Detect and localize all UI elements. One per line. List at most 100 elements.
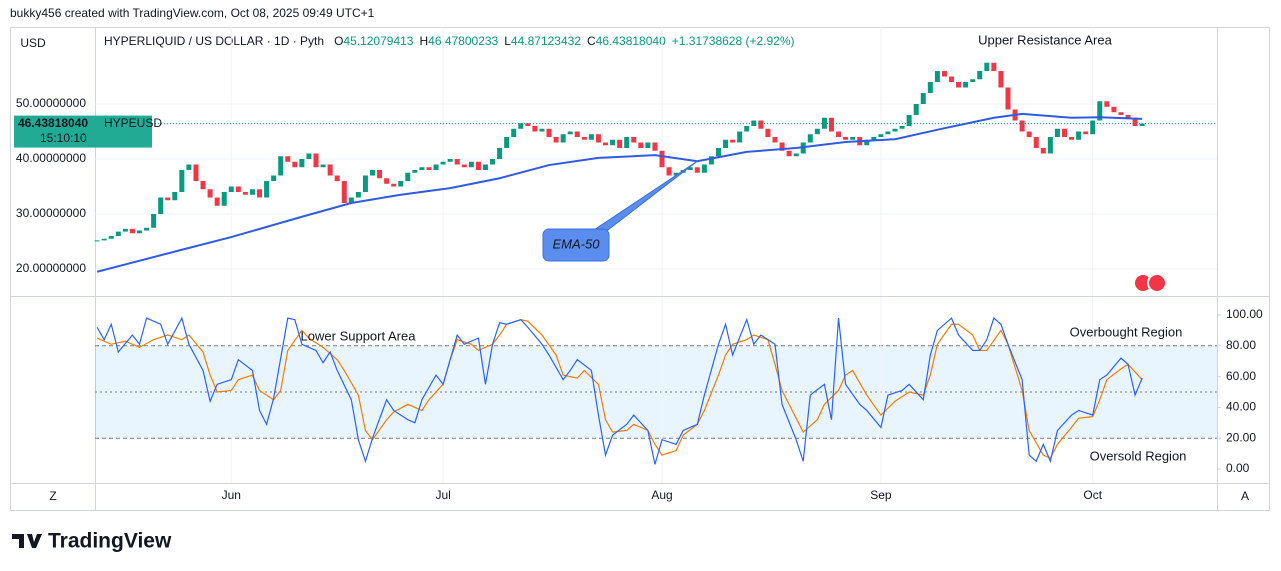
candle [730, 139, 736, 143]
candle [899, 125, 905, 129]
oscillator-line [96, 316, 1143, 465]
candle [588, 134, 594, 140]
candle [765, 128, 771, 137]
candle [906, 114, 912, 126]
candle [264, 180, 270, 198]
button-left-label[interactable]: Z [49, 489, 56, 503]
button-right-label[interactable]: A [1241, 489, 1249, 503]
candle [207, 189, 213, 198]
candle [610, 139, 616, 146]
candle [850, 136, 856, 140]
annotation: Oversold Region [1090, 448, 1187, 463]
candle [624, 136, 630, 148]
candle [927, 81, 933, 93]
candle [687, 167, 693, 170]
candle [595, 134, 601, 143]
candle [1047, 136, 1053, 154]
candle [998, 70, 1004, 88]
candle [1033, 136, 1039, 148]
candle [843, 136, 849, 140]
x-tick-label: Jul [435, 488, 450, 502]
candle [1132, 117, 1138, 126]
frame [10, 27, 1270, 511]
annotation: Overbought Region [1070, 324, 1183, 339]
candle [1054, 128, 1060, 137]
y-tick-label: 80.00 [1226, 338, 1256, 352]
candle [539, 128, 545, 132]
candle [151, 213, 157, 228]
candle [193, 164, 199, 181]
candle [497, 147, 503, 159]
candle [94, 240, 100, 242]
logo-text: TradingView [48, 530, 172, 553]
candle [221, 191, 227, 206]
symbol-label: HYPEUSD [104, 116, 162, 130]
candle [631, 136, 637, 143]
y-tick-label: 50.00000000 [16, 96, 86, 110]
candle [991, 62, 997, 71]
ema-line [96, 112, 1143, 273]
candle [461, 164, 467, 168]
candle [1076, 131, 1082, 140]
candle [292, 161, 298, 168]
button-left[interactable] [40, 488, 66, 506]
candle [701, 164, 707, 173]
candle [235, 186, 241, 192]
logo [12, 534, 42, 548]
currency: USD [20, 36, 46, 50]
candle [708, 156, 714, 165]
candle [158, 197, 164, 214]
callout-box [542, 228, 610, 262]
x-tick-label: Aug [651, 488, 672, 502]
candle [468, 161, 474, 168]
candle [956, 81, 962, 88]
candle [652, 142, 658, 151]
button-right[interactable] [1232, 488, 1258, 506]
countdown: 15:10:10 [40, 131, 87, 145]
y-tick-label: 30.00000000 [16, 206, 86, 220]
candle [567, 131, 573, 135]
candle [419, 167, 425, 170]
candle [511, 128, 517, 137]
candle [165, 197, 171, 201]
candle [1061, 128, 1067, 137]
y-tick-label: 60.00 [1226, 369, 1256, 383]
candle [482, 164, 488, 170]
byline: bukky456 created with TradingView.com, O… [10, 6, 375, 20]
candle [341, 180, 347, 203]
candle [129, 228, 135, 234]
candle [885, 131, 891, 135]
candle [504, 136, 510, 148]
candle [892, 128, 898, 132]
candle [828, 117, 834, 132]
candle [786, 150, 792, 157]
candle [334, 175, 340, 181]
candle [949, 76, 955, 82]
candle [1139, 123, 1145, 126]
candle [1040, 147, 1046, 154]
candle [122, 228, 128, 232]
candle [659, 150, 665, 168]
candle [186, 164, 192, 170]
candle [355, 191, 361, 198]
candle [603, 142, 609, 146]
candle [179, 169, 185, 192]
candle [115, 231, 121, 236]
candle [666, 167, 672, 176]
candle [433, 164, 439, 170]
candle [673, 172, 679, 176]
candle [369, 169, 375, 176]
candle [1090, 120, 1096, 135]
candle [1069, 136, 1075, 140]
candle [278, 156, 284, 176]
callout-pointer [583, 160, 698, 237]
candle [1097, 101, 1103, 121]
candle [1083, 131, 1089, 135]
candle [200, 180, 206, 190]
candle [101, 238, 107, 241]
candle [440, 161, 446, 165]
annotation: Upper Resistance Area [978, 32, 1112, 47]
y-tick-label: 40.00000000 [16, 151, 86, 165]
candle [299, 158, 305, 168]
